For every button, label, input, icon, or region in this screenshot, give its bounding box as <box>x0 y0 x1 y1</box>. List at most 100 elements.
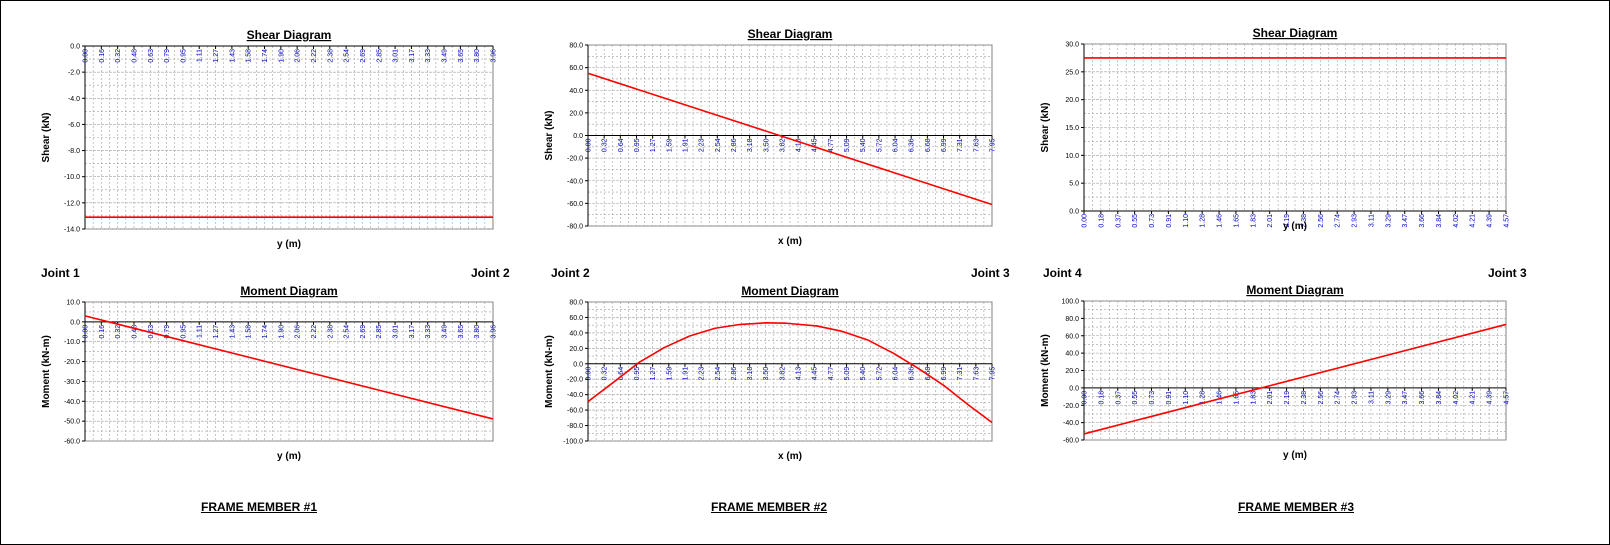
shear-2-x-tick-label: 4.45 <box>812 138 819 152</box>
shear-1-x-tick-label: 0.16 <box>99 49 106 63</box>
shear-2-x-tick-label: 7.95 <box>990 138 997 152</box>
moment-2-chart: 80.0 60.0 40.0 20.0 0.0 -20.0 -40.0 -60.0 -80.0 -… <box>544 284 997 462</box>
shear-2-x-tick-label: 2.86 <box>731 138 738 152</box>
moment-3-x-tick-label: 4.57 <box>1504 391 1511 405</box>
shear-1-y-tick-label: 0.0 <box>70 44 80 51</box>
moment-1-y-tick-label: -10.0 <box>64 339 80 346</box>
moment-3-x-tick-label: 3.84 <box>1436 391 1443 405</box>
moment-2-x-tick-label: 4.77 <box>828 367 835 381</box>
shear-2-y-tick-label: -20.0 <box>567 156 583 163</box>
moment-3-y-tick-label: -60.0 <box>1063 438 1079 445</box>
moment-3-y-tick-label: 100.0 <box>1061 299 1079 306</box>
moment-1-x-tick-label: 3.01 <box>393 325 400 339</box>
shear-2-x-tick-label: 7.63 <box>973 138 980 152</box>
shear-1-x-tick-label: 1.58 <box>246 49 253 63</box>
moment-2-x-tick-label: 0.95 <box>634 367 641 381</box>
moment-1-y-tick-label: -30.0 <box>64 379 80 386</box>
shear-1-x-tick-label: 3.96 <box>491 49 498 63</box>
moment-3-y-tick-label: 40.0 <box>1065 351 1079 358</box>
shear-2-x-tick-label: 3.82 <box>779 138 786 152</box>
shear-3-x-tick-label: 1.65 <box>1233 214 1240 228</box>
shear-3-x-tick-label: 3.11 <box>1368 214 1375 227</box>
moment-1-x-tick-label: 2.06 <box>295 325 302 339</box>
shear-3-x-tick-label: 2.19 <box>1284 214 1291 228</box>
shear-3-x-tick-label: 0.37 <box>1115 214 1122 228</box>
moment-3-x-tick-label: 1.46 <box>1217 391 1224 405</box>
moment-2-x-tick-label: 0.64 <box>618 367 625 381</box>
shear-2-x-tick-label: 6.99 <box>941 138 948 152</box>
moment-2-x-tick-label: 2.86 <box>731 367 738 381</box>
shear-2-x-tick-label: 3.50 <box>763 138 770 152</box>
shear-3-x-tick-label: 4.57 <box>1504 214 1511 228</box>
shear-1-y-tick-label: -2.0 <box>68 70 80 77</box>
moment-3-x-tick-label: 0.55 <box>1132 391 1139 405</box>
shear-1-x-tick-label: 3.49 <box>442 49 449 63</box>
moment-2-x-tick-label: 4.45 <box>812 367 819 381</box>
moment-2-y-tick-label: 40.0 <box>569 330 583 337</box>
moment-1-x-tick-label: 0.63 <box>148 325 155 339</box>
moment-1-x-tick-label: 2.54 <box>344 325 351 339</box>
moment-2-series-line <box>587 322 993 424</box>
moment-3-x-tick-label: 3.29 <box>1385 391 1392 405</box>
shear-2-x-tick-label: 0.32 <box>602 138 609 152</box>
shear-1-y-tick-label: -8.0 <box>68 148 80 155</box>
shear-2-x-tick-label: 0.00 <box>586 138 593 152</box>
shear-2-y-tick-label: 20.0 <box>569 110 583 117</box>
shear-1-x-tick-label: 3.33 <box>425 49 432 63</box>
shear-1-x-tick-label: 3.80 <box>474 49 481 63</box>
moment-1-x-tick-label: 1.90 <box>278 325 285 339</box>
joint-label-m1-left: Joint 1 <box>41 266 80 280</box>
shear-3-x-tick-label: 0.55 <box>1132 214 1139 228</box>
shear-1-x-tick-label: 2.38 <box>327 49 334 63</box>
moment-3-x-tick-label: 0.91 <box>1166 391 1173 405</box>
shear-1-x-tick-label: 0.79 <box>164 49 171 63</box>
shear-2-y-tick-label: 80.0 <box>569 43 583 50</box>
shear-3-y-tick-label: 10.0 <box>1065 153 1079 160</box>
shear-2-x-tick-label: 5.09 <box>844 138 851 152</box>
shear-3-x-tick-label: 1.46 <box>1217 214 1224 228</box>
shear-1-x-tick-label: 2.69 <box>360 49 367 63</box>
shear-1-chart: 0.0 -2.0 -4.0 -6.0 -8.0 -10.0 -12.0 -14.0 0.00 0.… <box>41 28 498 250</box>
moment-1-x-tick-label: 0.32 <box>115 325 122 339</box>
joint-label-m3-left: Joint 4 <box>1043 266 1082 280</box>
shear-1-x-tick-label: 3.01 <box>393 49 400 63</box>
moment-3-x-tick-label: 3.66 <box>1419 391 1426 405</box>
frame-member-3-label: FRAME MEMBER #3 <box>1237 500 1355 514</box>
moment-3-x-tick-label: 3.11 <box>1368 391 1375 404</box>
shear-1-x-tick-label: 0.32 <box>115 49 122 63</box>
shear-3-y-tick-label: 15.0 <box>1065 125 1079 132</box>
shear-1-x-tick-label: 1.43 <box>229 49 236 63</box>
shear-1-x-tick-label: 3.65 <box>458 49 465 63</box>
moment-1-x-tick-label: 3.49 <box>442 325 449 339</box>
shear-2-x-tick-label: 5.72 <box>876 138 883 152</box>
shear-3-y-tick-label: 0.0 <box>1069 209 1079 216</box>
shear-1-x-tick-label: 1.74 <box>262 49 269 63</box>
shear-2-x-tick-label: 6.36 <box>909 138 916 152</box>
shear-3-x-tick-label: 2.38 <box>1301 214 1308 228</box>
moment-3-x-tick-label: 2.93 <box>1352 391 1359 405</box>
moment-3-x-tick-label: 0.18 <box>1098 391 1105 405</box>
shear-3-x-tick-label: 2.74 <box>1335 214 1342 228</box>
moment-2-y-tick-label: 20.0 <box>569 346 583 353</box>
moment-2-x-tick-label: 7.63 <box>973 367 980 381</box>
moment-1-x-tick-label: 3.80 <box>474 325 481 339</box>
shear-3-title: Shear Diagram <box>1253 26 1338 40</box>
shear-2-x-tick-label: 6.04 <box>893 138 900 152</box>
moment-3-y-tick-label: 60.0 <box>1065 333 1079 340</box>
shear-2-y-label: Shear (kN) <box>544 110 555 160</box>
shear-2-x-tick-label: 2.54 <box>715 138 722 152</box>
moment-3-y-tick-label: 0.0 <box>1069 385 1079 392</box>
moment-3-title: Moment Diagram <box>1246 283 1343 297</box>
moment-1-x-tick-label: 2.22 <box>311 325 318 339</box>
moment-3-y-label: Moment (kN-m) <box>1040 334 1051 407</box>
shear-3-chart: 30.0 25.0 20.0 15.0 10.0 5.0 0.00.00 0.18 0.37 0.… <box>1040 26 1511 232</box>
moment-1-chart: 10.0 0.0 -10.0 -20.0 -30.0 -40.0 -50.0 -60.0 0.0… <box>41 284 498 462</box>
moment-1-x-tick-label: 0.95 <box>180 325 187 339</box>
shear-3-x-tick-label: 3.47 <box>1402 214 1409 228</box>
shear-1-x-tick-label: 1.90 <box>278 49 285 63</box>
shear-3-x-tick-label: 2.56 <box>1318 214 1325 228</box>
shear-2-title: Shear Diagram <box>748 27 833 41</box>
moment-2-y-tick-label: -20.0 <box>567 377 583 384</box>
moment-2-y-tick-label: -40.0 <box>567 392 583 399</box>
moment-3-x-tick-label: 3.47 <box>1402 391 1409 405</box>
